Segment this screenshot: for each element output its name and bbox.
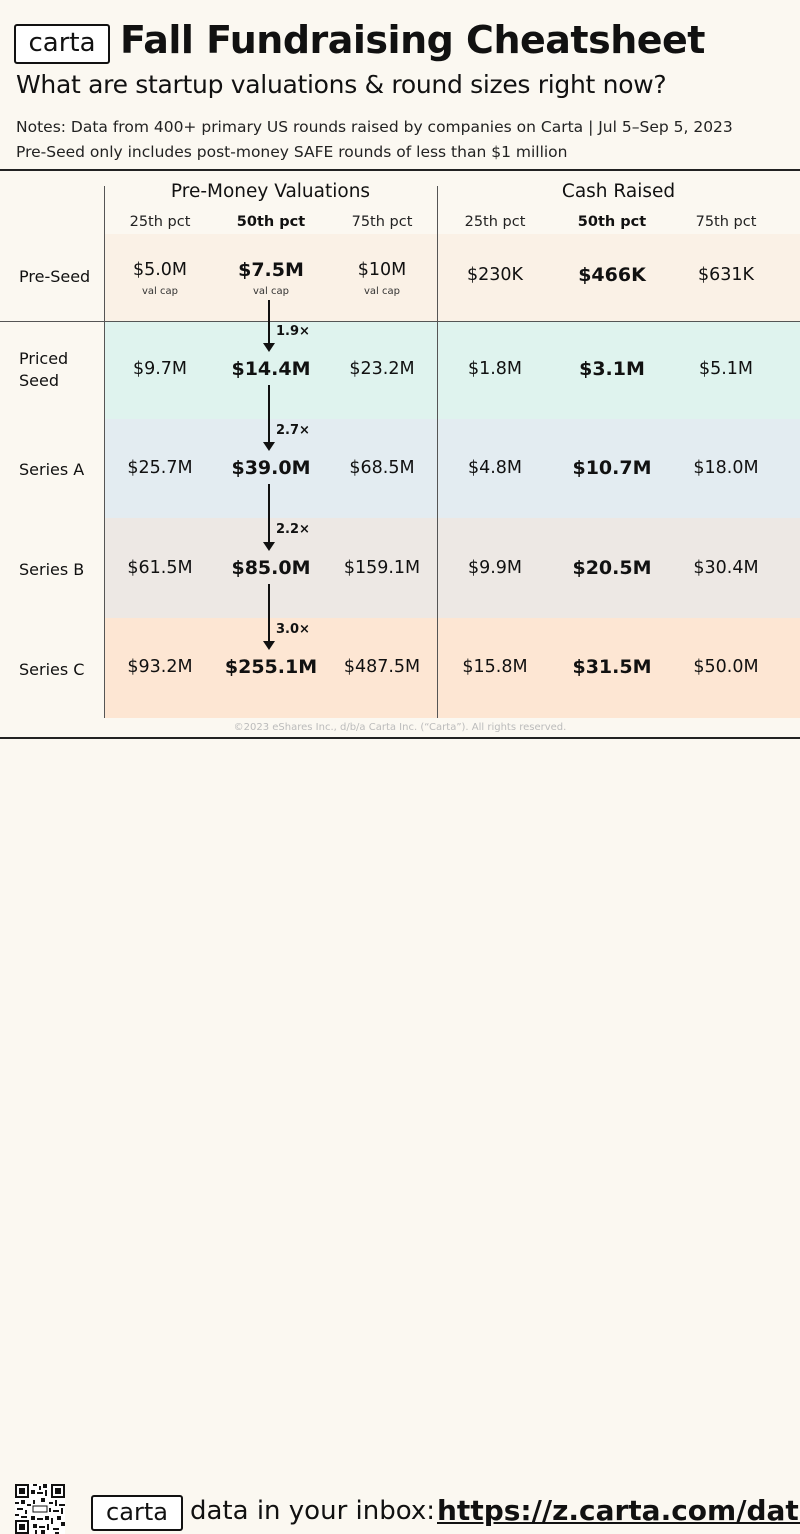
cell-priced-seed-cash-75: $5.1M [698,359,754,379]
cell-series-b-val-25: $61.5M [127,558,193,578]
cell-series-c-cash-75: $50.0M [693,657,759,677]
val-cap-note-75: val cap [364,286,400,297]
cell-series-c-val-25: $93.2M [127,657,193,677]
row-bg-series-c [104,618,800,718]
cell-priced-seed-cash-50: $3.1M [579,358,645,380]
row-bg-pre-seed [104,234,800,321]
cell-priced-seed-cash-25: $1.8M [467,359,523,379]
multiplier-4: 3.0× [276,622,310,637]
cell-series-a-val-50: $39.0M [231,457,311,479]
left-table-border [104,186,105,718]
multiplier-3: 2.2× [276,522,310,537]
cell-series-b-cash-50: $20.5M [572,557,652,579]
row-label-series-c: Series C [19,660,85,679]
cell-pre-seed-val-75: $10M [357,260,407,280]
arrow-head-1 [263,343,275,352]
cell-pre-seed-cash-75: $631K [697,265,754,285]
row-label-priced-seed: Priced Seed [19,349,69,390]
cell-series-b-val-50: $85.0M [231,557,311,579]
arrow-head-2 [263,442,275,451]
footer-text: data in your inbox: [190,1496,435,1526]
cell-pre-seed-val-25: $5.0M [132,260,188,280]
col-header-cash-25: 25th pct [464,214,526,230]
cell-series-c-cash-25: $15.8M [462,657,528,677]
cell-series-c-cash-50: $31.5M [572,656,652,678]
cell-pre-seed-cash-50: $466K [578,264,646,286]
pre-seed-divider [0,321,800,322]
cell-priced-seed-val-75: $23.2M [349,359,415,379]
col-header-val-25: 25th pct [129,214,191,230]
cell-priced-seed-val-50: $14.4M [231,358,311,380]
group-header-cash-raised: Cash Raised [561,181,676,202]
footer: carta data in your inbox: https://z.cart… [0,739,800,1534]
arrow-head-3 [263,542,275,551]
col-header-val-50: 50th pct [236,214,306,230]
cell-series-b-val-75: $159.1M [343,558,421,578]
cell-series-a-cash-75: $18.0M [693,458,759,478]
val-cap-note-25: val cap [142,286,178,297]
page-title: Fall Fundraising Cheatsheet [120,18,705,62]
cell-series-b-cash-75: $30.4M [693,558,759,578]
carta-logo: carta [14,24,110,64]
note-data-source: Notes: Data from 400+ primary US rounds … [16,118,733,136]
note-pre-seed: Pre-Seed only includes post-money SAFE r… [16,143,568,161]
row-label-series-a: Series A [19,460,85,479]
cell-series-a-val-25: $25.7M [127,458,193,478]
group-header-valuations: Pre-Money Valuations [170,181,371,202]
header: carta Fall Fundraising Cheatsheet What a… [0,0,800,170]
arrow-line-2 [268,385,270,443]
multiplier-1: 1.9× [276,324,310,339]
row-label-series-b: Series B [19,560,85,579]
cell-pre-seed-val-50: $7.5M [238,259,304,281]
col-header-val-75: 75th pct [351,214,413,230]
cell-series-b-cash-25: $9.9M [467,558,523,578]
val-cap-note-50: val cap [253,286,289,297]
carta-logo-footer: carta [91,1495,183,1531]
cell-priced-seed-val-25: $9.7M [132,359,188,379]
cell-series-a-cash-50: $10.7M [572,457,652,479]
cell-series-a-val-75: $68.5M [349,458,415,478]
row-bg-priced-seed [104,321,800,419]
newsletter-link[interactable]: https://z.carta.com/data [437,1494,800,1527]
row-bg-series-b [104,518,800,618]
page-subtitle: What are startup valuations & round size… [16,70,667,99]
row-label-pre-seed: Pre-Seed [19,267,91,286]
cell-pre-seed-cash-25: $230K [466,265,523,285]
top-divider [0,169,800,171]
col-header-cash-75: 75th pct [695,214,757,230]
cell-series-c-val-50: $255.1M [224,656,318,678]
arrow-head-4 [263,641,275,650]
multiplier-2: 2.7× [276,423,310,438]
arrow-line-3 [268,484,270,543]
arrow-line-1 [268,300,270,344]
arrow-line-4 [268,584,270,642]
row-bg-series-a [104,419,800,518]
col-header-cash-50: 50th pct [577,214,647,230]
bottom-divider [0,737,800,739]
cell-series-c-val-75: $487.5M [343,657,421,677]
cell-series-a-cash-25: $4.8M [467,458,523,478]
copyright-notice: ©2023 eShares Inc., d/b/a Carta Inc. (“C… [233,722,567,733]
group-divider [437,186,438,718]
qr-code-icon[interactable] [15,1484,65,1534]
